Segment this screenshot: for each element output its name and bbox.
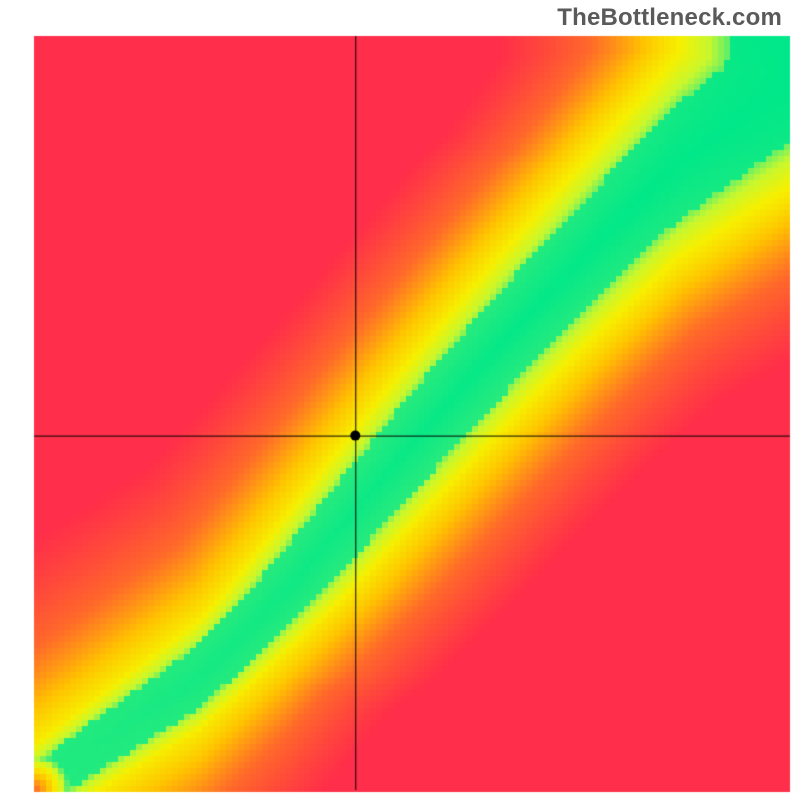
chart-container: TheBottleneck.com	[0, 0, 800, 800]
watermark-text: TheBottleneck.com	[557, 4, 782, 32]
heatmap-canvas	[0, 0, 800, 800]
